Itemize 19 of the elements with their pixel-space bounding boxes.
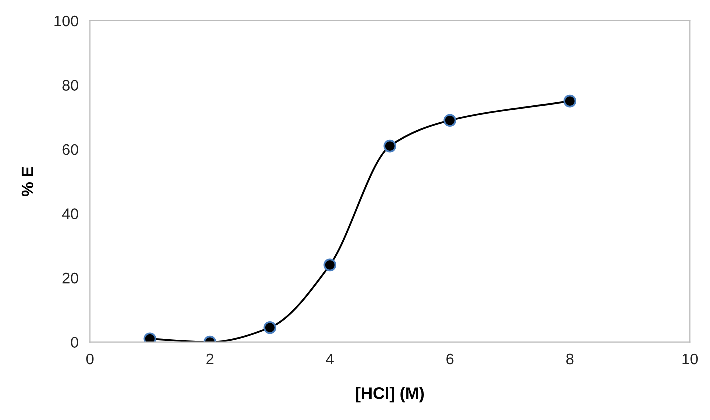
x-tick-label: 0 (86, 354, 94, 365)
x-tick-label: 8 (566, 354, 574, 365)
x-axis-title: [HCl] (M) (356, 387, 424, 403)
x-tick-label: 6 (446, 354, 454, 365)
x-tick-label: 2 (206, 354, 214, 364)
x-tick-label: 10 (682, 354, 698, 365)
point (444, 114, 457, 127)
x-tick-label: 4 (326, 354, 334, 364)
y-tick-label: 60 (62, 144, 78, 156)
y-axis-title: % E (22, 167, 34, 197)
point (564, 94, 577, 108)
point (324, 258, 337, 272)
point (384, 140, 397, 153)
y-tick-label: 40 (62, 208, 78, 220)
point (264, 321, 277, 334)
y-tick-label: 0 (71, 337, 78, 348)
y-tick-label: 100 (54, 16, 78, 27)
y-tick-label: 80 (62, 80, 78, 91)
y-tick-label: 20 (62, 272, 78, 284)
